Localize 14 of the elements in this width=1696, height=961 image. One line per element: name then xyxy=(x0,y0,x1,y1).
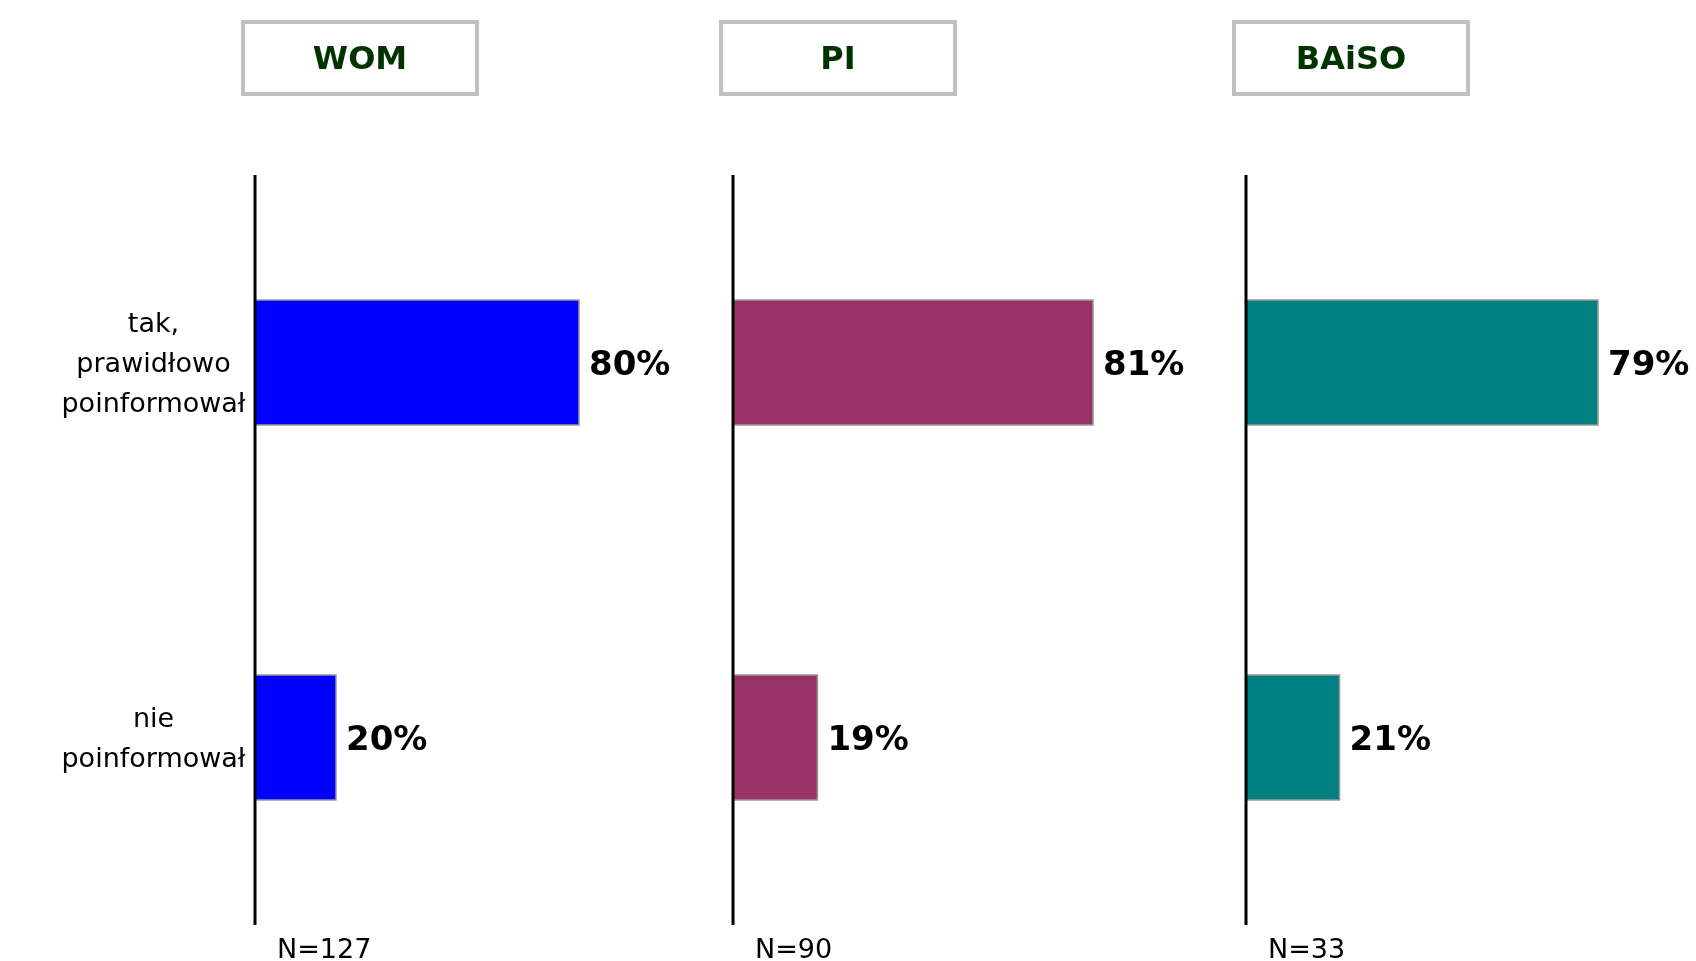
text: N=90 xyxy=(755,933,833,961)
data-label: 21% xyxy=(1349,717,1431,758)
chart-title: PI xyxy=(719,20,957,96)
text: N=127 xyxy=(277,933,372,961)
data-label: 20% xyxy=(346,717,428,758)
data-label: 81% xyxy=(1103,342,1185,383)
data-label: 80% xyxy=(589,342,671,383)
text: N=33 xyxy=(1268,933,1346,961)
y-tick-label: nie poinformował xyxy=(61,701,246,773)
chart-title: WOM xyxy=(241,20,479,96)
data-label: 19% xyxy=(827,717,909,758)
chart-title: BAiSO xyxy=(1232,20,1470,96)
y-tick-label: tak, prawidłowo poinformował xyxy=(61,306,246,418)
data-label: 79% xyxy=(1608,342,1690,383)
